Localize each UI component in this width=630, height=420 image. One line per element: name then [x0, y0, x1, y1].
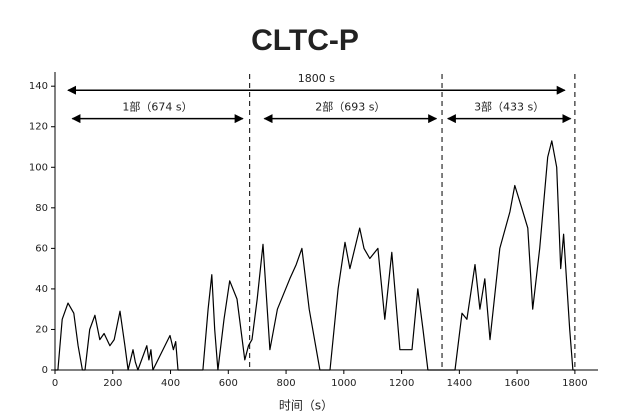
x-tick-label: 1400: [447, 378, 472, 389]
span-label: 2部（693 s）: [315, 100, 385, 114]
y-tick-label: 140: [29, 81, 48, 92]
y-tick-label: 0: [42, 365, 48, 376]
x-tick-label: 1600: [504, 378, 529, 389]
y-tick-label: 60: [35, 243, 48, 254]
x-tick-label: 600: [219, 378, 238, 389]
x-tick-label: 200: [103, 378, 122, 389]
x-tick-label: 1800: [562, 378, 587, 389]
x-tick-label: 1200: [389, 378, 414, 389]
x-tick-label: 800: [277, 378, 296, 389]
y-tick-label: 20: [35, 324, 48, 335]
chart-title: CLTC-P: [251, 24, 359, 57]
x-tick-label: 400: [161, 378, 180, 389]
x-tick-label: 1000: [331, 378, 356, 389]
span-label: 3部（433 s）: [474, 100, 544, 114]
x-tick-label: 0: [52, 378, 58, 389]
span-label: 1800 s: [298, 72, 335, 85]
speed-line: [55, 140, 575, 371]
y-tick-label: 100: [29, 162, 48, 173]
y-tick-label: 120: [29, 122, 48, 133]
span-label: 1部（674 s）: [122, 100, 192, 114]
y-tick-label: 80: [35, 203, 48, 214]
y-tick-label: 40: [35, 284, 48, 295]
x-axis-title: 时间（s）: [279, 399, 333, 413]
